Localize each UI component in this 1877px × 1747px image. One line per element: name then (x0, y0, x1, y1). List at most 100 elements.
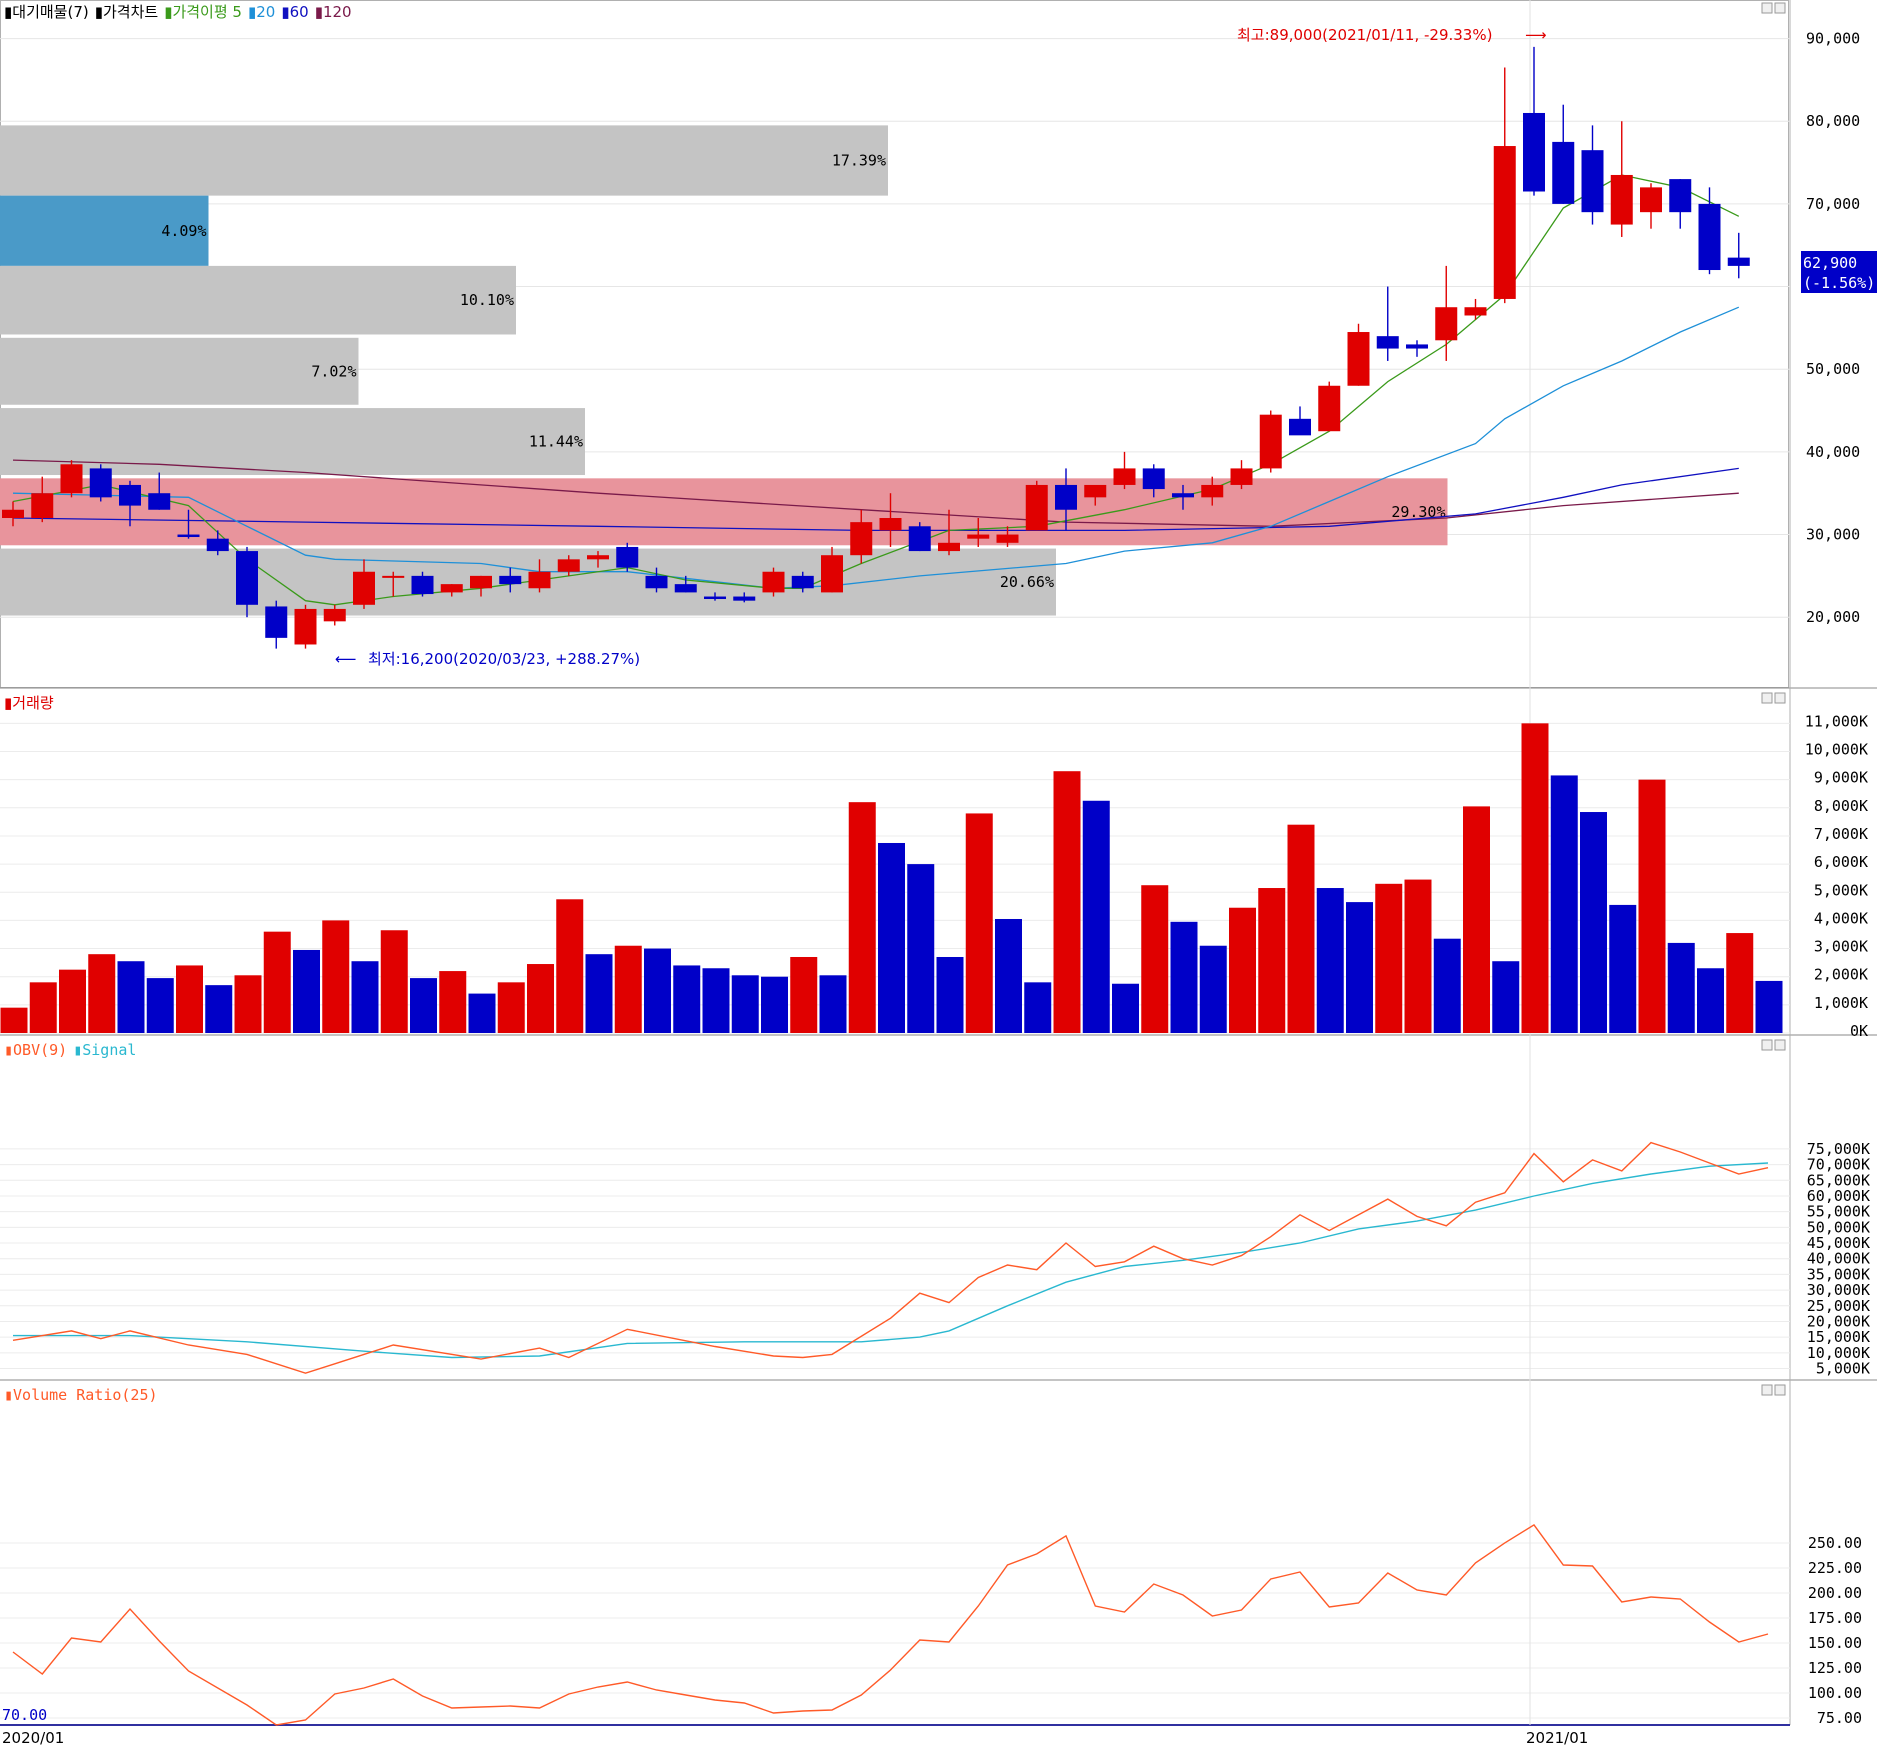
candle-body (645, 575, 668, 589)
volume-bar (1141, 885, 1169, 1033)
volume-pane-controls[interactable] (1761, 692, 1786, 704)
minimize-icon[interactable] (1761, 2, 1773, 14)
price-tick-label: 90,000 (1806, 30, 1860, 48)
obv-lines (12, 1141, 1769, 1374)
volume-bar (234, 975, 262, 1033)
legend-marker: ▮ (4, 1386, 13, 1404)
candle-body (1640, 187, 1662, 213)
volume-bar (117, 961, 145, 1033)
volume-legend-text: ▮거래량 (4, 694, 54, 712)
obv-tick-label: 25,000K (1807, 1297, 1870, 1315)
obv-tick-label: 65,000K (1807, 1171, 1870, 1189)
volume-bar (1697, 968, 1724, 1033)
candle-body (879, 518, 902, 531)
volume-bar (1580, 812, 1607, 1033)
volume-tick-label: 5,000K (1814, 881, 1868, 899)
candle-body (148, 493, 171, 510)
volume-bar (88, 954, 116, 1033)
candle-body (60, 464, 83, 494)
candle-body (1289, 418, 1311, 436)
legend-item: 거래량 (12, 694, 54, 712)
candle-body (1376, 336, 1399, 349)
candle-body (1230, 468, 1253, 485)
legend-item: 가격차트 (103, 3, 158, 21)
volume-bar (59, 969, 86, 1033)
volume-profile-label: 17.39% (832, 152, 886, 170)
obv-legend: ▮OBV(9) ▮Signal (4, 1041, 136, 1059)
obv-tick-label: 10,000K (1807, 1344, 1870, 1362)
ma120-line (12, 459, 1739, 527)
volume-bar (673, 965, 701, 1033)
vr-baseline-label: 70.00 (2, 1706, 47, 1724)
legend-item: 20 (256, 3, 275, 21)
vr-tick-label: 150.00 (1808, 1634, 1862, 1652)
candle-body (323, 608, 346, 622)
volume-profile: 17.39% 4.09% 10.10% 7.02% 11.44% 29.30% 20.66% (0, 125, 1448, 616)
minimize-icon[interactable] (1761, 692, 1773, 704)
legend-marker: ▮ (4, 1041, 13, 1059)
candle-body (616, 546, 639, 568)
obv-tick-label: 5,000K (1816, 1360, 1870, 1378)
candle-body (1318, 385, 1341, 432)
candle-body (704, 596, 726, 600)
legend-marker: ▮ (95, 3, 103, 21)
volume-tick-label: 2,000K (1814, 966, 1868, 984)
close-icon[interactable] (1774, 1384, 1786, 1396)
volume-bar (146, 978, 174, 1033)
obv-tick-label: 15,000K (1807, 1328, 1870, 1346)
vr-pane-controls[interactable] (1761, 1384, 1786, 1396)
volume-profile-band (0, 408, 585, 476)
volume-bar (614, 945, 642, 1033)
volume-tick-label: 1,000K (1814, 994, 1868, 1012)
volume-profile-label: 10.10% (460, 291, 514, 309)
volume-tick-label: 0K (1850, 1022, 1868, 1040)
volume-bar (322, 920, 350, 1033)
volume-bar (1258, 888, 1286, 1033)
vr-legend: ▮Volume Ratio(25) (4, 1386, 158, 1404)
obv-line (12, 1141, 1769, 1374)
volume-bar (878, 842, 905, 1033)
vr-tick-label: 200.00 (1808, 1584, 1862, 1602)
volume-tick-label: 3,000K (1814, 938, 1868, 956)
candle-body (499, 575, 522, 585)
vr-tick-label: 250.00 (1808, 1534, 1862, 1552)
legend-marker: ▮ (315, 3, 323, 21)
candle-body (1142, 468, 1165, 490)
volume-tick-label: 6,000K (1814, 853, 1868, 871)
obv-pane-controls[interactable] (1761, 1039, 1786, 1051)
x-tick-label: 2021/01 (1526, 1729, 1588, 1747)
close-icon[interactable] (1774, 692, 1786, 704)
close-icon[interactable] (1774, 1039, 1786, 1051)
candle-body (1435, 307, 1458, 341)
volume-bar (1024, 982, 1052, 1033)
vr-tick-label: 75.00 (1817, 1709, 1862, 1727)
close-icon[interactable] (1774, 2, 1786, 14)
volume-bar (1492, 961, 1520, 1033)
volume-bar (1463, 806, 1490, 1033)
obv-tick-label: 45,000K (1807, 1234, 1870, 1252)
candle-body (1669, 179, 1692, 213)
price-legend: ▮대기매물(7) ▮가격차트 ▮가격이평 5 ▮20 ▮60 ▮120 (4, 3, 352, 21)
candlesticks (2, 46, 1750, 649)
current-change-label: (-1.56%) (1803, 274, 1875, 292)
volume-profile-band (0, 195, 209, 266)
vr-tick-label: 100.00 (1808, 1684, 1862, 1702)
candle-body (470, 575, 492, 589)
obv-tick-label: 30,000K (1807, 1281, 1870, 1299)
volume-bar (965, 813, 993, 1033)
minimize-icon[interactable] (1761, 1039, 1773, 1051)
candle-body (411, 575, 434, 595)
legend-item: 대기매물(7) (12, 3, 88, 21)
candle-body (1523, 112, 1545, 192)
minimize-icon[interactable] (1761, 1384, 1773, 1396)
legend-item: OBV(9) (13, 1041, 67, 1059)
volume-profile-label: 4.09% (161, 222, 206, 240)
candle-body (1698, 203, 1721, 271)
candle-body (119, 484, 141, 506)
volume-bar (351, 961, 379, 1033)
volume-bar (556, 899, 584, 1033)
price-pane-controls[interactable] (1761, 2, 1786, 14)
volume-bar (1170, 921, 1198, 1033)
volume-ratio-line (12, 1523, 1769, 1726)
